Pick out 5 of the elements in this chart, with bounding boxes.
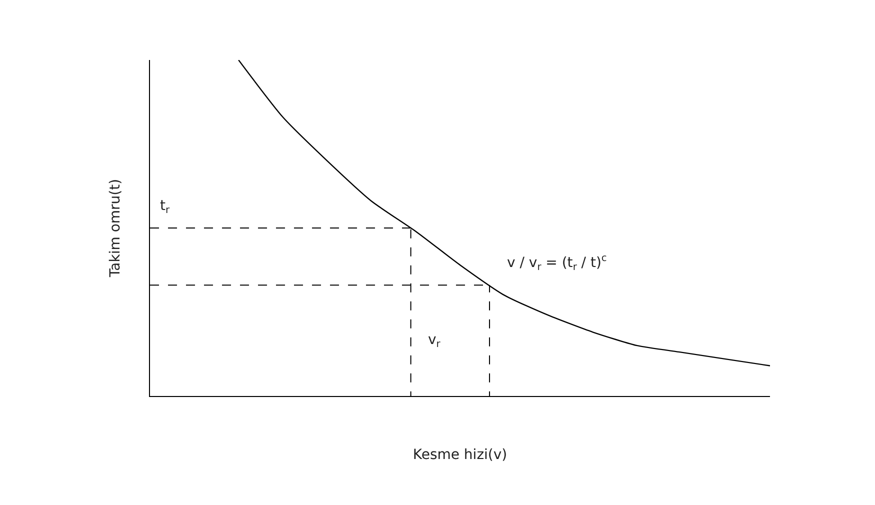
x-axis-title: Kesme hizi(v) — [412, 447, 508, 464]
y-axis-title: Takim omru(t) — [108, 178, 124, 278]
annotation: v / v$_{r}$ = (t$_{r}$ / t)$^{c}$ — [507, 253, 607, 273]
ref-line-label: t$_{r}$ — [160, 198, 170, 216]
annotation: v$_{r}$ — [428, 332, 442, 350]
